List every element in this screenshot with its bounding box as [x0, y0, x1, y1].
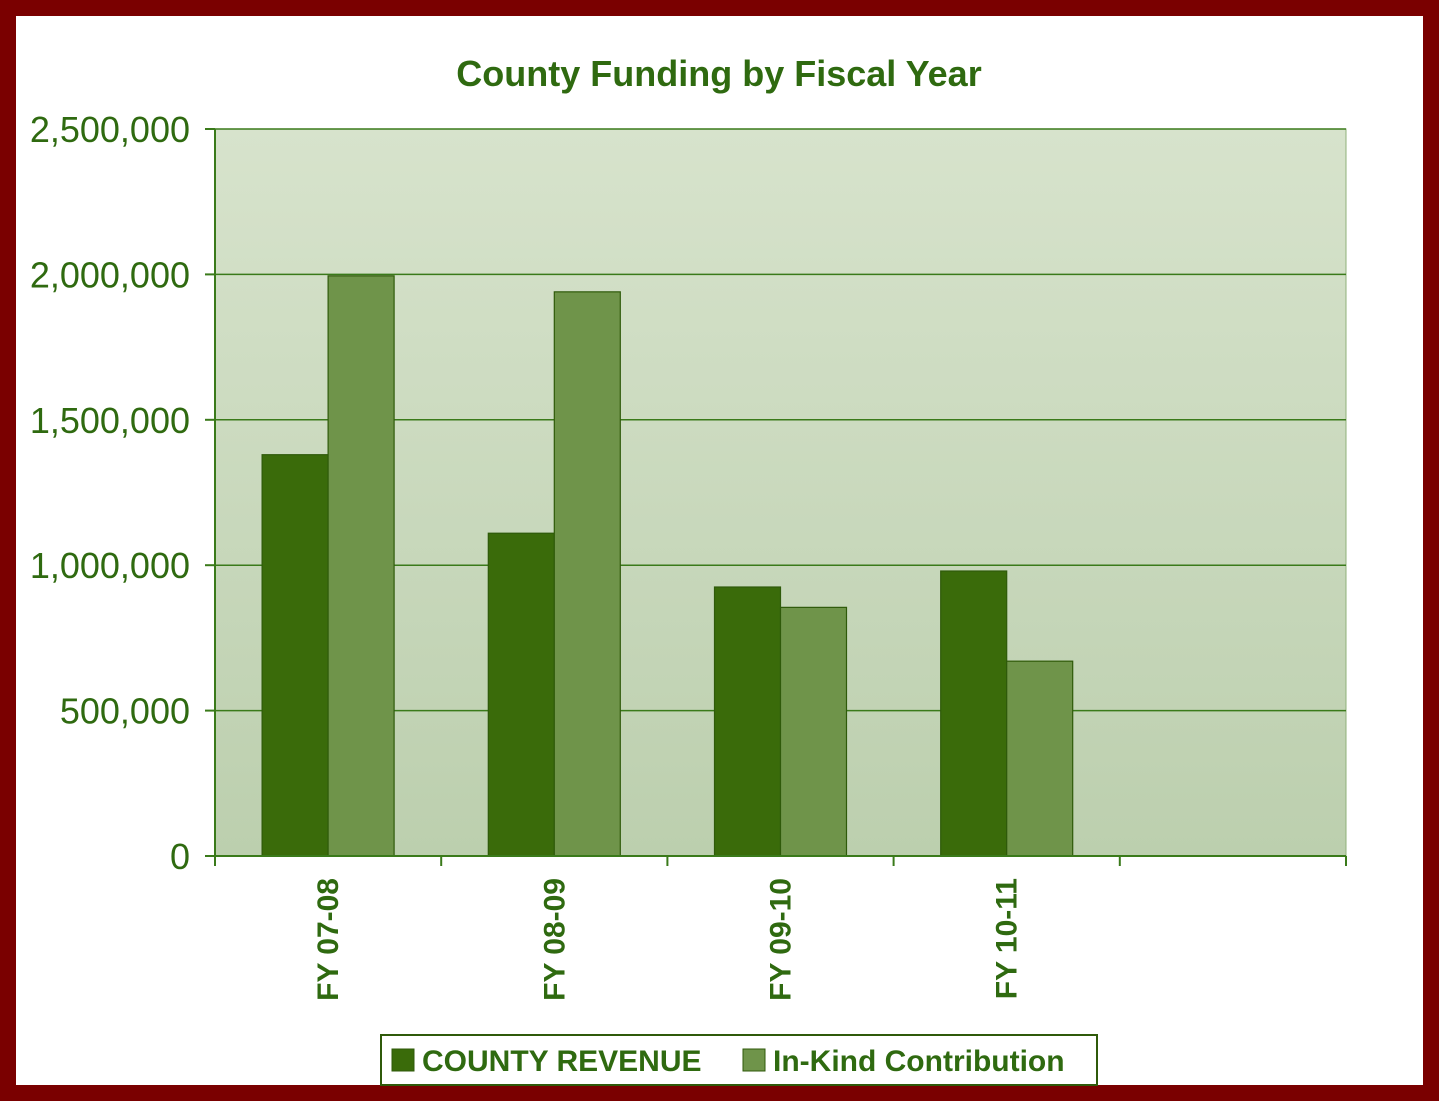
y-tick-label: 2,000,000 — [30, 254, 190, 295]
x-tick-labels: FY 07-08 FY 08-09 FY 09-10 FY 10-11 — [312, 878, 1024, 1001]
y-tick-labels: 0 500,000 1,000,000 1,500,000 2,000,000 2,500… — [30, 109, 190, 877]
x-tick-label: FY 09-10 — [765, 878, 798, 1001]
x-tick-label: FY 08-09 — [538, 878, 571, 1001]
bar-county-revenue — [487, 532, 555, 857]
bar-county-revenue — [940, 570, 1008, 857]
y-tick-label: 1,000,000 — [30, 545, 190, 586]
bar-in-kind-contribution — [1006, 660, 1074, 857]
x-tick-label: FY 07-08 — [312, 878, 345, 1001]
y-tick-label: 0 — [170, 836, 190, 877]
bar-county-revenue — [261, 454, 329, 857]
legend: COUNTY REVENUE In-Kind Contribution — [380, 1034, 1098, 1086]
bar-in-kind-contribution — [779, 606, 848, 857]
legend-label: COUNTY REVENUE — [422, 1045, 702, 1078]
bar-in-kind-contribution — [327, 275, 395, 857]
y-tick-label: 2,500,000 — [30, 109, 190, 150]
legend-swatch — [742, 1048, 766, 1072]
y-tick-label: 500,000 — [60, 691, 190, 732]
chart-title: County Funding by Fiscal Year — [456, 53, 981, 94]
bar-in-kind-contribution — [553, 291, 621, 857]
legend-label: In-Kind Contribution — [773, 1045, 1065, 1078]
legend-swatch — [391, 1048, 415, 1072]
legend-box — [380, 1034, 1098, 1086]
axes — [205, 128, 1347, 866]
y-tick-label: 1,500,000 — [30, 400, 190, 441]
bar-county-revenue — [713, 586, 782, 857]
x-tick-label: FY 10-11 — [991, 878, 1024, 999]
bars — [261, 275, 1074, 857]
